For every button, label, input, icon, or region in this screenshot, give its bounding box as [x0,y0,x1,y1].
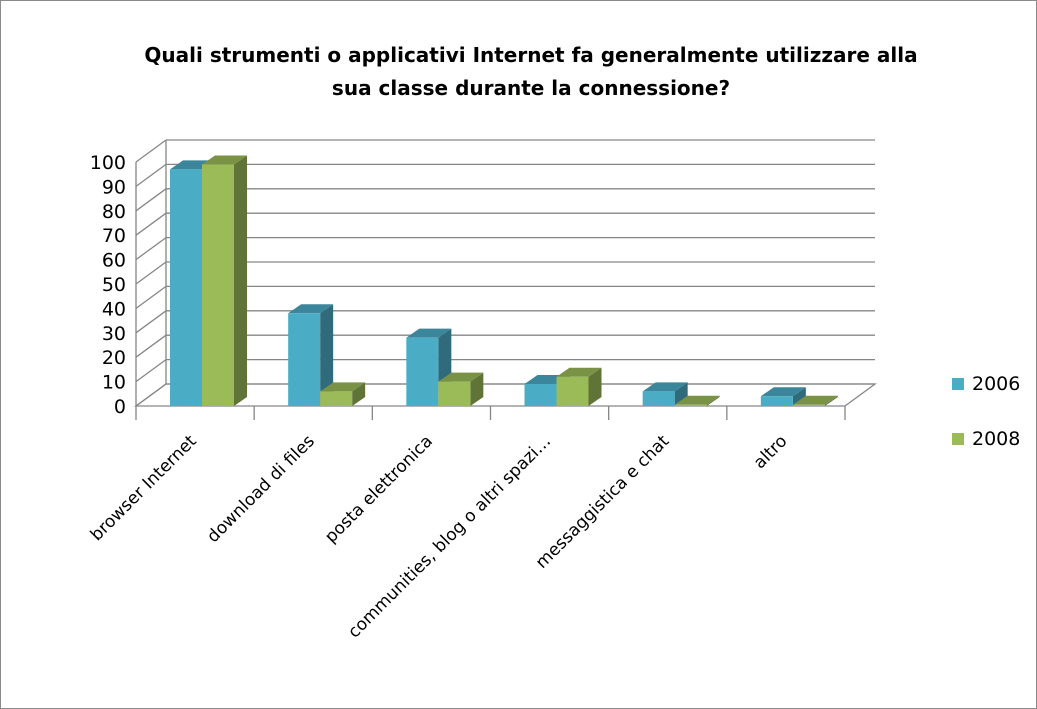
bar-side [824,395,838,406]
legend-swatch-2006 [952,378,964,390]
bar-top [760,387,806,397]
bar-2006-4 [642,382,688,406]
bar-2008-4 [674,395,720,406]
bar-side [674,382,688,406]
bar-2008-2 [438,372,484,406]
bar-front [406,337,439,406]
bar-2006-2 [406,328,452,406]
y-tick-label-90: 90 [102,176,126,198]
y-tick-label-100: 100 [90,152,126,174]
bar-front [438,381,471,406]
y-tick-label-60: 60 [102,250,126,272]
x-tick-label-5: altro [750,431,792,473]
bar-front [170,169,202,406]
y-tick-label-40: 40 [102,298,126,320]
x-tick-label-3: communities, blog o altri spazi… [344,431,555,642]
bar-front [288,313,321,406]
y-tick-label-0: 0 [114,396,126,418]
y-tick-label-80: 80 [102,201,126,223]
bar-2008-3 [556,367,602,406]
bar-2008-5 [792,395,838,406]
bar-side [706,395,720,406]
bar-front [792,404,825,406]
side-wall-line-100 [135,139,167,163]
side-wall-line-30 [135,310,167,334]
bar-side [588,367,602,406]
bar-top [438,372,484,382]
bar-2006-1 [288,304,334,406]
bar-front [674,404,707,406]
legend-item-2006: 2006 [952,372,1037,396]
bar-top [320,382,366,392]
bar-2006-5 [760,387,806,406]
bar-side [234,155,247,406]
bar-2008-1 [320,382,366,406]
legend-label-2008: 2008 [972,428,1021,450]
bar-top [792,395,838,405]
y-tick-label-70: 70 [102,225,126,247]
bar-top [556,367,602,377]
x-tick-label-1: download di files [203,431,319,547]
bar-side [470,372,484,406]
bar-top [674,395,720,405]
bar-front [524,384,557,406]
side-wall-line-10 [135,359,167,383]
chart-title: Quali strumenti o applicativi Internet f… [144,43,918,100]
side-wall-line-50 [135,261,167,285]
legend-item-2008: 2008 [952,427,1037,451]
x-tick-label-0: browser Internet [87,431,201,545]
legend-swatch-2008 [952,433,964,445]
y-tick-label-20: 20 [102,347,126,369]
side-wall-line-70 [135,212,167,236]
bar-front [320,391,353,406]
side-wall-line-80 [135,188,167,212]
bar-front [202,164,234,406]
bar-top [202,155,247,165]
bar-top [642,382,688,392]
bar-side [792,387,806,406]
bar-front [642,391,675,406]
y-tick-label-50: 50 [102,274,126,296]
side-wall-line-60 [135,237,167,261]
bar-front [556,376,589,406]
bar-side [320,304,334,406]
bar-top [406,328,452,338]
side-wall-line-20 [135,334,167,358]
bar-top [288,304,334,314]
legend-label-2006: 2006 [972,373,1021,395]
bar-front [760,396,793,406]
y-tick-label-10: 10 [102,372,126,394]
y-tick-label-30: 30 [102,323,126,345]
side-wall-line-40 [135,285,167,309]
side-wall-line-90 [135,163,167,187]
bar-2008-0 [202,155,247,406]
x-tick-label-2: posta elettronica [321,431,437,547]
x-tick-label-4: messaggistica e chat [532,431,674,573]
bar-side [352,382,366,406]
